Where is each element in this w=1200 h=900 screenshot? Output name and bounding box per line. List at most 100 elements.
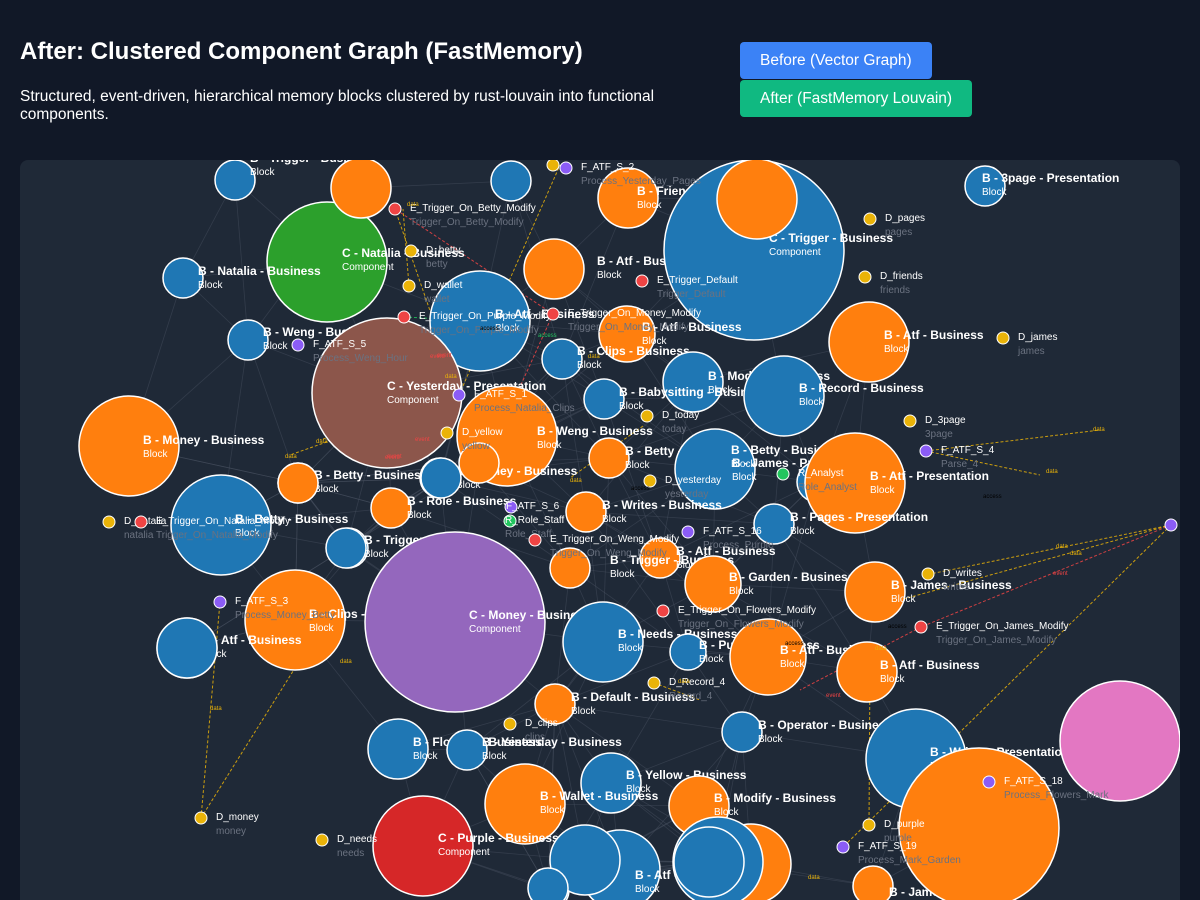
entity-dot[interactable] bbox=[102, 515, 116, 529]
entity-node[interactable]: D_yesterday yesterday bbox=[643, 474, 721, 500]
entity-dot[interactable] bbox=[546, 307, 560, 321]
entity-dot[interactable] bbox=[921, 567, 935, 581]
node-circle[interactable] bbox=[828, 301, 910, 383]
node-circle[interactable] bbox=[597, 167, 659, 229]
node-circle[interactable] bbox=[446, 729, 488, 771]
node-circle[interactable] bbox=[844, 561, 906, 623]
entity-dot[interactable] bbox=[559, 161, 573, 175]
entity-node[interactable]: F_ATF_S_16 Process_Purple bbox=[681, 525, 774, 551]
node-circle[interactable] bbox=[898, 747, 1060, 900]
graph-node[interactable] bbox=[716, 160, 798, 240]
graph-node[interactable] bbox=[156, 617, 218, 679]
entity-dot[interactable] bbox=[681, 525, 695, 539]
entity-dot[interactable] bbox=[503, 717, 517, 731]
component-graph[interactable]: B - Trigger - Business Block C - Natalia -… bbox=[20, 160, 1180, 900]
graph-node[interactable]: B - Yellow - Business Block bbox=[580, 752, 747, 814]
node-circle[interactable] bbox=[804, 432, 906, 534]
node-circle[interactable] bbox=[214, 160, 256, 201]
graph-node[interactable]: B - Needs - Business Block bbox=[562, 601, 738, 683]
node-circle[interactable] bbox=[364, 531, 546, 713]
entity-dot[interactable] bbox=[640, 409, 654, 423]
node-circle[interactable] bbox=[458, 442, 500, 484]
entity-node[interactable]: F_ATF_S_3 Process_Money_Betty bbox=[213, 595, 335, 621]
node-circle[interactable] bbox=[162, 257, 204, 299]
node-circle[interactable] bbox=[565, 491, 607, 533]
entity-node[interactable]: D_Record_4 Record_4 bbox=[647, 676, 726, 702]
entity-node[interactable]: F_ATF_S_1 Process_Natalia_Clips bbox=[452, 388, 575, 414]
graph-node[interactable] bbox=[330, 160, 392, 219]
graph-node[interactable]: C - Purple - Business Component bbox=[372, 795, 559, 897]
entity-dot[interactable] bbox=[643, 474, 657, 488]
node-circle[interactable] bbox=[598, 305, 656, 363]
node-circle[interactable] bbox=[663, 160, 845, 341]
graph-node[interactable]: B - Default - Business Block bbox=[534, 683, 695, 725]
before-vector-graph-button[interactable]: Before (Vector Graph) bbox=[740, 42, 932, 79]
node-circle[interactable] bbox=[588, 437, 630, 479]
node-circle[interactable] bbox=[370, 487, 412, 529]
node-circle[interactable] bbox=[673, 826, 745, 898]
entity-node[interactable]: E_Trigger_On_Flowers_Modify Trigger_On_Fl… bbox=[656, 604, 816, 630]
graph-node[interactable]: B - Trigger - Business Block bbox=[214, 160, 374, 201]
entity-dot[interactable] bbox=[404, 244, 418, 258]
graph-node[interactable]: B - Writes - Business Block bbox=[565, 491, 722, 533]
entity-dot[interactable] bbox=[996, 331, 1010, 345]
entity-dot[interactable] bbox=[982, 775, 996, 789]
node-circle[interactable] bbox=[541, 338, 583, 380]
graph-node[interactable]: B - Garden - Business Block bbox=[684, 555, 855, 613]
node-circle[interactable] bbox=[156, 617, 218, 679]
entity-dot[interactable] bbox=[776, 467, 790, 481]
graph-node[interactable]: B - Money - Business Block bbox=[78, 395, 265, 497]
node-circle[interactable] bbox=[266, 201, 388, 323]
node-circle[interactable] bbox=[721, 711, 763, 753]
node-circle[interactable] bbox=[490, 160, 532, 202]
node-circle[interactable] bbox=[669, 633, 707, 671]
entity-node[interactable]: F_ATF_S_19 Process_Mark_Garden bbox=[836, 840, 961, 866]
entity-node[interactable]: E_Trigger_On_Money_Modify Trigger_On_Mone… bbox=[546, 307, 701, 333]
node-circle[interactable] bbox=[1059, 680, 1180, 802]
graph-node[interactable]: C - Trigger - Business Component bbox=[663, 160, 893, 341]
node-circle[interactable] bbox=[964, 165, 1006, 207]
entity-node[interactable] bbox=[546, 160, 560, 172]
node-circle[interactable] bbox=[170, 474, 272, 576]
node-circle[interactable] bbox=[852, 865, 894, 900]
graph-node[interactable]: C - Money - Business Component bbox=[364, 531, 591, 713]
entity-dot[interactable] bbox=[546, 160, 560, 172]
node-circle[interactable] bbox=[78, 395, 180, 497]
entity-node[interactable]: F_ATF_S_18 Process_Flowers_Mark bbox=[982, 775, 1109, 801]
node-circle[interactable] bbox=[753, 503, 795, 545]
entity-node[interactable]: F_ATF_S_2 Process_Yesterday_Pages bbox=[559, 161, 701, 187]
node-circle[interactable] bbox=[429, 270, 531, 372]
node-circle[interactable] bbox=[684, 555, 742, 613]
node-circle[interactable] bbox=[277, 462, 319, 504]
graph-node[interactable]: B - Betty - Business Block bbox=[170, 474, 349, 576]
entity-dot[interactable] bbox=[1164, 518, 1178, 532]
node-circle[interactable] bbox=[836, 641, 898, 703]
entity-node[interactable]: E_Trigger_On_Natalia_Modify Trigger_On_Na… bbox=[134, 515, 290, 541]
node-circle[interactable] bbox=[523, 238, 585, 300]
node-circle[interactable] bbox=[562, 601, 644, 683]
graph-node[interactable] bbox=[325, 527, 367, 569]
entity-dot[interactable] bbox=[134, 515, 148, 529]
node-circle[interactable] bbox=[716, 160, 798, 240]
node-circle[interactable] bbox=[662, 351, 724, 413]
entity-dot[interactable] bbox=[213, 595, 227, 609]
entity-dot[interactable] bbox=[397, 310, 411, 324]
graph-node[interactable]: B - Atf - Business Block bbox=[598, 305, 742, 363]
graph-node[interactable]: B - Pages - Presentation Block bbox=[753, 503, 928, 545]
graph-node[interactable]: B - Atf - Business Block bbox=[639, 537, 776, 579]
entity-dot[interactable] bbox=[194, 811, 208, 825]
graph-node[interactable]: B - Operator - Business Block bbox=[721, 711, 892, 753]
node-circle[interactable] bbox=[367, 718, 429, 780]
entity-dot[interactable] bbox=[836, 840, 850, 854]
entity-dot[interactable] bbox=[863, 212, 877, 226]
